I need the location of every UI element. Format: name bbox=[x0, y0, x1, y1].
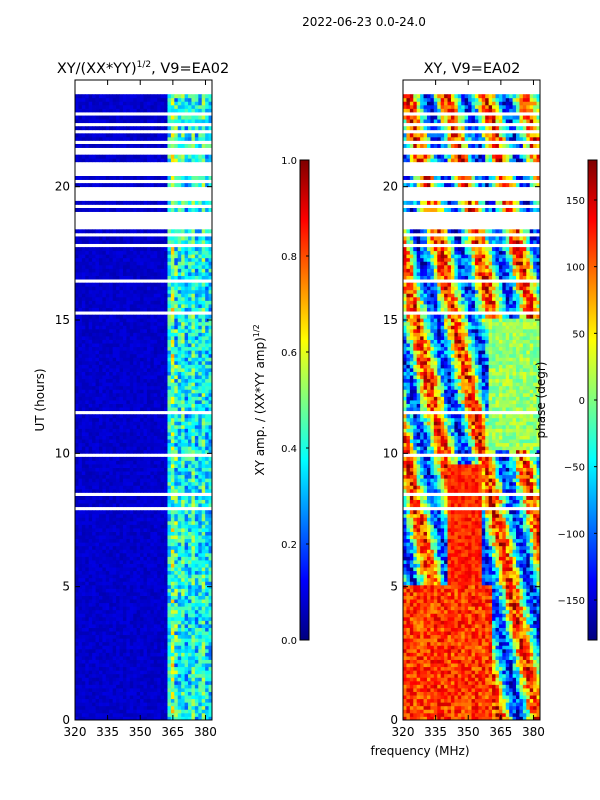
amp-colorbar: 0.0 0.2 0.4 0.6 0.8 1.0 XY amp. / (XX*YY amp)… bbox=[252, 156, 310, 647]
amp-colorbar-gradient bbox=[299, 159, 310, 641]
phase-panel-title: XY, V9=EA02 bbox=[424, 61, 521, 77]
x-tick-label: 380 bbox=[194, 725, 217, 739]
y-tick-label: 10 bbox=[55, 446, 70, 460]
colorbar-tick-label: −100 bbox=[558, 529, 585, 540]
y-tick-label: 15 bbox=[383, 313, 398, 327]
colorbar-tick-label: −150 bbox=[558, 596, 585, 607]
phase-colorbar: −150 −100 −50 0 50 100 150 phase (degr) bbox=[534, 159, 598, 641]
y-tick-label: 20 bbox=[383, 180, 398, 194]
colorbar-tick-label: 0.4 bbox=[281, 444, 297, 455]
colorbar-tick-label: 1.0 bbox=[281, 156, 297, 167]
colorbar-tick-label: 100 bbox=[566, 263, 585, 274]
colorbar-tick-label: 0.2 bbox=[281, 540, 297, 551]
figure-title: 2022-06-23 0.0-24.0 bbox=[302, 15, 426, 29]
amp-colorbar-ticks: 0.0 0.2 0.4 0.6 0.8 1.0 bbox=[281, 156, 309, 647]
amp-axes-frame bbox=[74, 79, 213, 721]
amp-ylabel: UT (hours) bbox=[33, 368, 47, 431]
colorbar-tick-label: 0.8 bbox=[281, 252, 297, 263]
y-tick-label: 0 bbox=[62, 713, 70, 727]
colorbar-tick-label: −50 bbox=[564, 463, 585, 474]
x-tick-label: 320 bbox=[392, 725, 415, 739]
amp-axis-ticks: 320 335 350 365 380 0 5 10 15 20 bbox=[55, 80, 217, 739]
y-tick-label: 15 bbox=[55, 313, 70, 327]
colorbar-tick-label: 0.0 bbox=[281, 636, 297, 647]
x-tick-label: 335 bbox=[96, 725, 119, 739]
colorbar-tick-label: 50 bbox=[572, 329, 585, 340]
amp-heatmap bbox=[75, 94, 212, 720]
phase-heatmap bbox=[403, 94, 540, 720]
x-tick-label: 350 bbox=[457, 725, 480, 739]
phase-axis-ticks: 320 335 350 365 380 0 5 10 15 20 bbox=[383, 80, 545, 739]
amp-panel: XY/(XX*YY)1/2, V9=EA02 320 335 350 365 380 0 5… bbox=[33, 60, 229, 739]
x-tick-label: 365 bbox=[489, 725, 512, 739]
phase-colorbar-label: phase (degr) bbox=[534, 362, 548, 439]
x-tick-label: 380 bbox=[522, 725, 545, 739]
phase-panel: XY, V9=EA02 320 335 350 365 380 0 5 10 15 20 freq… bbox=[370, 61, 544, 758]
x-tick-label: 350 bbox=[129, 725, 152, 739]
colorbar-tick-label: 0 bbox=[579, 396, 585, 407]
y-tick-label: 0 bbox=[390, 713, 398, 727]
y-tick-label: 10 bbox=[383, 446, 398, 460]
y-tick-label: 5 bbox=[62, 580, 70, 594]
colorbar-tick-label: 150 bbox=[566, 196, 585, 207]
amp-panel-title: XY/(XX*YY)1/2, V9=EA02 bbox=[57, 60, 229, 77]
y-tick-label: 5 bbox=[390, 580, 398, 594]
phase-colorbar-ticks: −150 −100 −50 0 50 100 150 bbox=[558, 196, 597, 607]
y-tick-label: 20 bbox=[55, 180, 70, 194]
x-tick-label: 335 bbox=[424, 725, 447, 739]
phase-xlabel: frequency (MHz) bbox=[370, 744, 469, 758]
x-tick-label: 365 bbox=[161, 725, 184, 739]
phase-axes-frame bbox=[402, 79, 541, 721]
colorbar-tick-label: 0.6 bbox=[281, 348, 297, 359]
x-tick-label: 320 bbox=[64, 725, 87, 739]
amp-colorbar-label: XY amp. / (XX*YY amp)1/2 bbox=[252, 324, 267, 475]
